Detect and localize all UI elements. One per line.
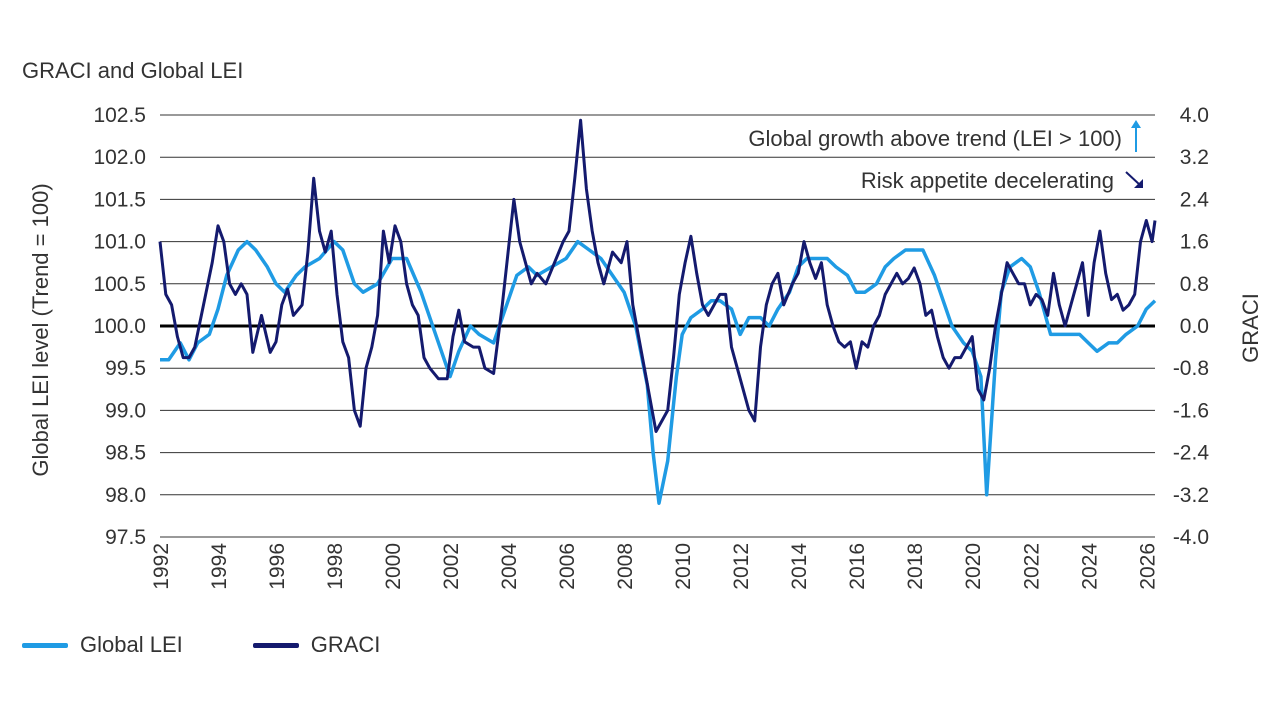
left-tick-label: 101.5 — [93, 188, 146, 211]
x-tick-label: 2022 — [1020, 543, 1043, 590]
series-lines — [158, 118, 1157, 505]
x-axis-ticks: 1992 1994 1996 1998 2000 2002 2004 2006 2008 2010… — [150, 543, 1159, 590]
x-tick-label: 1992 — [150, 543, 173, 590]
right-tick-label: 0.0 — [1180, 315, 1209, 338]
legend-swatch-graci — [252, 642, 299, 648]
x-tick-label: 2024 — [1078, 543, 1101, 590]
x-tick-label: 1994 — [208, 543, 231, 590]
legend-item-graci: GRACI — [252, 632, 381, 658]
left-axis-ticks: 97.5 98.0 98.5 99.0 99.5 100.0 100.5 101.0 101.5… — [93, 104, 146, 549]
legend-label-graci: GRACI — [310, 632, 381, 657]
series-line-global-lei — [160, 239, 1157, 505]
right-tick-label: 2.4 — [1180, 188, 1210, 211]
x-tick-label: 2020 — [962, 543, 985, 590]
x-tick-label: 1998 — [324, 543, 347, 590]
legend-label-lei: Global LEI — [80, 632, 183, 657]
annotation-risk: Risk appetite decelerating — [861, 168, 1114, 193]
right-tick-label: 0.8 — [1180, 273, 1209, 296]
x-tick-label: 2014 — [788, 543, 811, 590]
left-axis-label: Global LEI level (Trend = 100) — [28, 183, 53, 476]
annotations: Global growth above trend (LEI > 100) Ri… — [748, 120, 1143, 193]
right-tick-label: 1.6 — [1180, 231, 1209, 254]
left-tick-label: 99.0 — [105, 399, 146, 422]
x-tick-label: 2004 — [498, 543, 521, 590]
left-tick-label: 99.5 — [105, 357, 146, 380]
right-tick-label: 3.2 — [1180, 146, 1209, 169]
series-line-graci — [158, 118, 1157, 433]
left-tick-label: 100.0 — [93, 315, 146, 338]
left-tick-label: 102.5 — [93, 104, 146, 127]
x-tick-label: 1996 — [266, 543, 289, 590]
right-tick-label: -0.8 — [1173, 357, 1209, 380]
arrow-up-icon — [1131, 120, 1141, 152]
x-tick-label: 2026 — [1136, 543, 1159, 590]
legend-item-lei: Global LEI — [22, 632, 183, 658]
left-tick-label: 100.5 — [93, 273, 146, 296]
x-tick-label: 2016 — [846, 543, 869, 590]
left-tick-label: 102.0 — [93, 146, 146, 169]
right-tick-label: -1.6 — [1173, 399, 1209, 422]
right-tick-label: -3.2 — [1173, 484, 1209, 507]
right-axis-label: GRACI — [1238, 293, 1263, 363]
chart-title: GRACI and Global LEI — [22, 58, 244, 83]
right-tick-label: -4.0 — [1173, 526, 1209, 549]
left-tick-label: 101.0 — [93, 231, 146, 254]
x-tick-label: 2006 — [556, 543, 579, 590]
x-tick-label: 2000 — [382, 543, 405, 590]
legend-swatch-lei — [22, 642, 68, 648]
left-tick-label: 98.0 — [105, 484, 146, 507]
left-tick-label: 98.5 — [105, 442, 146, 465]
left-tick-label: 97.5 — [105, 526, 146, 549]
x-tick-label: 2012 — [730, 543, 753, 590]
annotation-growth: Global growth above trend (LEI > 100) — [748, 126, 1122, 151]
arrow-down-right-icon — [1125, 171, 1143, 188]
right-tick-label: -2.4 — [1173, 442, 1210, 465]
right-axis-ticks: -4.0 -3.2 -2.4 -1.6 -0.8 0.0 0.8 1.6 2.4 3.2 4.0 — [1173, 104, 1210, 549]
right-tick-label: 4.0 — [1180, 104, 1209, 127]
x-tick-label: 2008 — [614, 543, 637, 590]
x-tick-label: 2018 — [904, 543, 927, 590]
legend: Global LEI GRACI — [22, 632, 450, 658]
x-tick-label: 2010 — [672, 543, 695, 590]
x-tick-label: 2002 — [440, 543, 463, 590]
gridlines — [160, 114, 1155, 538]
